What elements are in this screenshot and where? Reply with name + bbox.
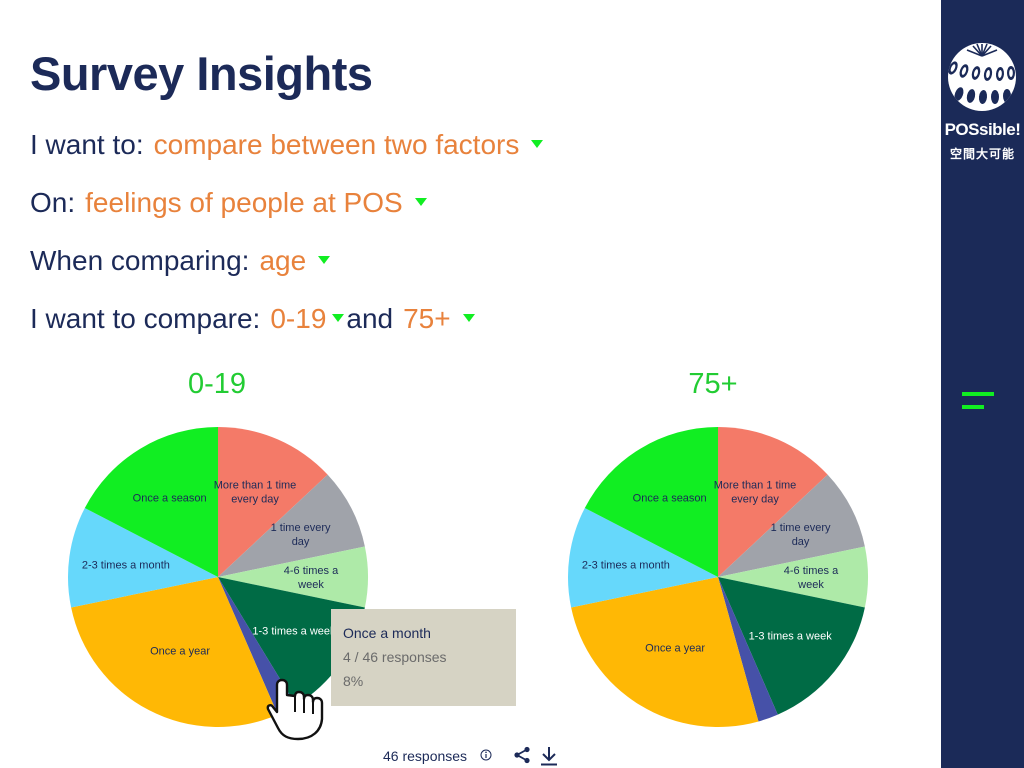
pie-label-1-3-times-a-week: 1-3 times a week (749, 631, 833, 643)
tooltip-percent: 8% (343, 673, 364, 689)
caret-down-icon[interactable] (462, 313, 475, 322)
pie-label-once-a-season: Once a season (133, 493, 207, 505)
pie-chart-right: More than 1 time every day 1 time every day… (568, 427, 868, 727)
pie-slice-once-a-year[interactable] (571, 577, 759, 727)
pie-label-once-a-season: Once a season (633, 493, 707, 505)
caret-down-icon[interactable] (414, 197, 427, 206)
sidebar: POSsible! 空間大可能 (941, 0, 1024, 768)
filter-topic-label: On: (30, 187, 76, 218)
chart-title-right: 75+ (688, 368, 738, 400)
pie-slice-2-3-times-a-month[interactable] (67, 507, 218, 608)
pie-label-more-than-1-time-every-day: More than 1 time every day (714, 480, 797, 506)
filter-factor-dropdown[interactable]: age (259, 245, 307, 276)
filter-factor-row: When comparing: age (30, 243, 331, 279)
filter-intent-row: I want to: compare between two factors (30, 127, 544, 163)
pie-label-4-6-times-a-week: 4-6 times a week (284, 565, 339, 591)
pie-label-once-a-year: Once a year (150, 645, 210, 657)
caret-down-icon[interactable] (332, 313, 345, 322)
filter-factor-label: When comparing: (30, 245, 250, 276)
download-icon[interactable] (540, 746, 558, 766)
pie-label-2-3-times-a-month: 2-3 times a month (582, 559, 670, 571)
pie-label-2-3-times-a-month: 2-3 times a month (82, 559, 170, 571)
share-icon[interactable] (513, 746, 531, 764)
brand-subtitle: 空間大可能 (949, 147, 1015, 161)
tooltip-responses: 4 / 46 responses (343, 649, 447, 665)
hamburger-menu-icon[interactable] (962, 392, 994, 414)
pie-slice-more-than-1-time-every-day[interactable] (218, 427, 328, 577)
pie-slice-more-than-1-time-every-day[interactable] (718, 427, 828, 577)
filter-groups-row: I want to compare: 0-19 and 75+ (30, 301, 475, 337)
pie-label-once-a-year: Once a year (645, 642, 705, 654)
hand-pointer-cursor-icon (266, 678, 324, 741)
brand-name: POSsible! (944, 120, 1021, 139)
pie-slice-once-a-season[interactable] (84, 427, 218, 577)
pie-slice-4-6-times-a-week[interactable] (218, 546, 368, 608)
pie-label-1-time-every-day: 1 time every day (771, 522, 831, 548)
pie-label-1-3-times-a-week: 1-3 times a week (252, 626, 336, 638)
pie-slice-1-time-every-day[interactable] (718, 474, 865, 577)
pie-slice-1-time-every-day[interactable] (218, 474, 365, 577)
slice-tooltip: Once a month 4 / 46 responses 8% (331, 609, 516, 706)
page-title: Survey Insights (30, 47, 373, 100)
filter-intent-dropdown[interactable]: compare between two factors (153, 129, 520, 160)
pie-slice-once-a-year[interactable] (71, 577, 278, 727)
pie-slice-1-3-times-a-week[interactable] (718, 577, 865, 715)
pie-label-4-6-times-a-week: 4-6 times a week (784, 565, 839, 591)
filter-topic-dropdown[interactable]: feelings of people at POS (85, 187, 403, 218)
and-text: and (346, 303, 394, 334)
pie-slice-4-6-times-a-week[interactable] (718, 546, 868, 608)
pie-label-1-time-every-day: 1 time every day (271, 522, 331, 548)
filter-topic-row: On: feelings of people at POS (30, 185, 427, 221)
group-b-dropdown[interactable]: 75+ (403, 303, 451, 334)
caret-down-icon[interactable] (318, 255, 331, 264)
filter-groups-label: I want to compare: (30, 303, 261, 334)
pie-slice-once-a-month[interactable] (218, 577, 296, 715)
pie-slice-once-a-season[interactable] (584, 427, 718, 577)
pie-slice-2-3-times-a-month[interactable] (568, 507, 718, 608)
possible-logo-icon (948, 43, 1016, 111)
pie-slice-once-a-month[interactable] (718, 577, 778, 722)
chart-title-left: 0-19 (187, 368, 247, 400)
info-icon[interactable] (480, 749, 492, 761)
pie-chart-left: More than 1 time every day 1 time every day… (67, 427, 368, 727)
responses-count: 46 responses (383, 748, 468, 764)
filter-intent-label: I want to: (30, 129, 144, 160)
caret-down-icon[interactable] (531, 139, 544, 148)
tooltip-title: Once a month (343, 625, 431, 641)
pie-label-more-than-1-time-every-day: More than 1 time every day (214, 480, 297, 506)
pie-slice-1-3-times-a-week[interactable] (218, 577, 365, 706)
group-a-dropdown[interactable]: 0-19 (270, 303, 327, 334)
